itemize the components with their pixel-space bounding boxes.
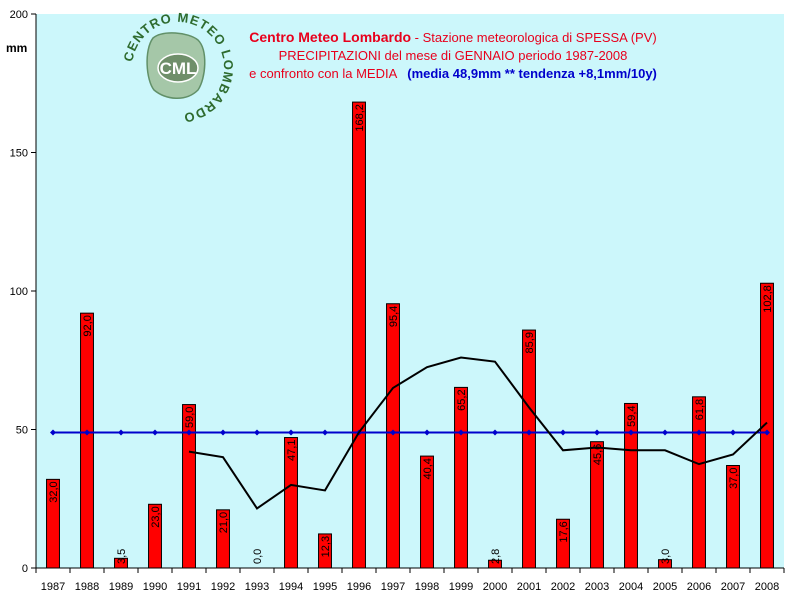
bar bbox=[352, 101, 366, 569]
mean-marker bbox=[662, 429, 668, 436]
mean-marker bbox=[84, 429, 90, 436]
data-label: 59,4 bbox=[626, 405, 638, 426]
y-tick-label: 50 bbox=[16, 425, 28, 437]
title-line1-bold: Centro Meteo Lombardo bbox=[249, 29, 411, 45]
mean-marker bbox=[254, 429, 260, 436]
data-label: 37,0 bbox=[728, 468, 740, 489]
bar bbox=[522, 329, 536, 569]
data-label: 17,6 bbox=[558, 521, 570, 542]
data-label: 168,2 bbox=[354, 104, 366, 132]
x-tick-label: 1988 bbox=[75, 581, 99, 593]
mean-marker bbox=[152, 429, 158, 436]
mean-marker bbox=[424, 429, 430, 436]
x-tick-label: 1992 bbox=[211, 581, 235, 593]
bars bbox=[46, 101, 774, 569]
x-tick-label: 1996 bbox=[347, 581, 371, 593]
mean-marker bbox=[458, 429, 464, 436]
title-line2: PRECIPITAZIONI del mese di GENNAIO perio… bbox=[279, 48, 628, 63]
chart-title: Centro Meteo Lombardo - Stazione meteoro… bbox=[249, 29, 657, 81]
y-axis: 0 50 100 150 200 bbox=[10, 9, 37, 575]
bar bbox=[80, 312, 94, 569]
x-tick-label: 2000 bbox=[483, 581, 507, 593]
data-label: 2,8 bbox=[490, 549, 502, 564]
data-label: 95,4 bbox=[388, 306, 400, 327]
title-line3: e confronto con la MEDIA (media 48,9mm **… bbox=[249, 66, 657, 81]
data-label: 32,0 bbox=[48, 481, 60, 502]
bar bbox=[454, 386, 468, 569]
title-line1-rest: - Stazione meteorologica di SPESSA (PV) bbox=[411, 30, 657, 45]
title-line3-blue: (media 48,9mm ** tendenza +8,1mm/10y) bbox=[407, 66, 657, 81]
data-label: 21,0 bbox=[218, 512, 230, 533]
title-line3-red: e confronto con la MEDIA bbox=[249, 66, 397, 81]
x-axis: 1987 1988 1989 1990 1991 1992 1993 1994 1995 1996… bbox=[35, 567, 785, 593]
x-tick-label: 2007 bbox=[721, 581, 745, 593]
mean-marker bbox=[526, 429, 532, 436]
lines bbox=[50, 356, 770, 510]
y-tick-label: 0 bbox=[22, 563, 28, 575]
y-axis-unit: mm bbox=[6, 41, 27, 55]
mean-marker bbox=[696, 429, 702, 436]
mean-marker bbox=[594, 429, 600, 436]
data-label: 61,8 bbox=[694, 399, 706, 420]
x-tick-label: 1997 bbox=[381, 581, 405, 593]
x-tick-label: 1999 bbox=[449, 581, 473, 593]
mean-marker bbox=[628, 429, 634, 436]
x-tick-label: 1990 bbox=[143, 581, 167, 593]
mean-marker bbox=[390, 429, 396, 436]
x-tick-label: 1998 bbox=[415, 581, 439, 593]
x-tick-label: 2001 bbox=[517, 581, 541, 593]
bar bbox=[182, 404, 196, 569]
data-label: 59,0 bbox=[184, 407, 196, 428]
x-tick-label: 2003 bbox=[585, 581, 609, 593]
mean-marker bbox=[50, 429, 56, 436]
x-tick-label: 2008 bbox=[755, 581, 779, 593]
x-tick-label: 1995 bbox=[313, 581, 337, 593]
title-line1: Centro Meteo Lombardo - Stazione meteoro… bbox=[249, 29, 656, 45]
x-tick-label: 1994 bbox=[279, 581, 303, 593]
data-label: 65,2 bbox=[456, 389, 468, 410]
mean-marker bbox=[186, 429, 192, 436]
mean-marker bbox=[730, 429, 736, 436]
y-tick-label: 100 bbox=[10, 286, 28, 298]
logo-mid-text: CML bbox=[160, 59, 197, 78]
x-tick-label: 1993 bbox=[245, 581, 269, 593]
data-label: 102,8 bbox=[762, 285, 774, 313]
data-label: 85,9 bbox=[524, 332, 536, 353]
plot-area bbox=[36, 14, 784, 568]
x-tick-label: 2002 bbox=[551, 581, 575, 593]
x-tick-label: 2005 bbox=[653, 581, 677, 593]
data-label: 12,3 bbox=[320, 536, 332, 557]
data-label: 3,0 bbox=[660, 549, 672, 564]
data-label: 45,6 bbox=[592, 444, 604, 465]
data-label: 23,0 bbox=[150, 506, 162, 527]
y-tick-label: 150 bbox=[10, 148, 28, 160]
data-label: 47,1 bbox=[286, 440, 298, 461]
mean-marker bbox=[220, 429, 226, 436]
trend-line bbox=[188, 356, 768, 510]
bar bbox=[386, 303, 400, 569]
bar bbox=[692, 396, 706, 569]
data-label: 40,4 bbox=[422, 458, 434, 479]
data-label: 0,0 bbox=[252, 549, 264, 564]
x-tick-label: 1987 bbox=[41, 581, 65, 593]
mean-marker bbox=[560, 429, 566, 436]
y-tick-label: 200 bbox=[10, 9, 28, 21]
data-labels: 32,0 92,0 3,5 23,0 59,0 21,0 0,0 47,1 12,3 168,2 9… bbox=[48, 104, 774, 564]
data-label: 92,0 bbox=[82, 315, 94, 336]
mean-marker bbox=[322, 429, 328, 436]
data-label: 3,5 bbox=[116, 549, 128, 564]
mean-marker bbox=[492, 429, 498, 436]
mean-marker bbox=[764, 429, 770, 436]
x-tick-label: 2004 bbox=[619, 581, 643, 593]
x-tick-label: 2006 bbox=[687, 581, 711, 593]
mean-marker bbox=[288, 429, 294, 436]
mean-marker bbox=[118, 429, 124, 436]
x-tick-label: 1991 bbox=[177, 581, 201, 593]
x-tick-label: 1989 bbox=[109, 581, 133, 593]
bar bbox=[624, 402, 638, 569]
